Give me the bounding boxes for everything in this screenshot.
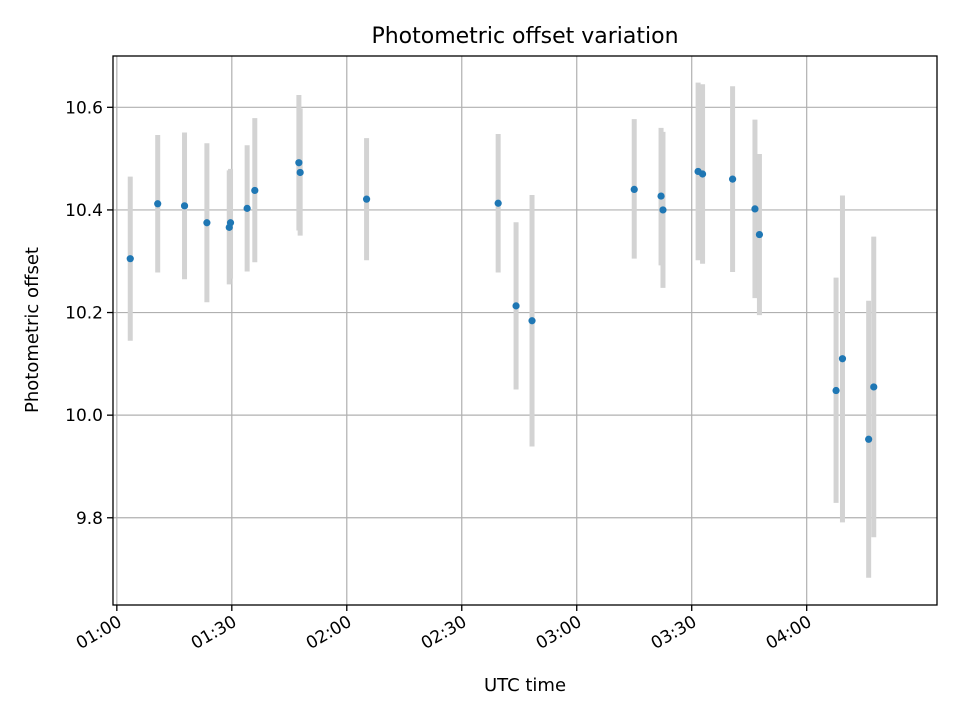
data-point [295,159,303,167]
data-point [243,204,251,212]
data-point [203,219,211,227]
data-point [838,355,847,363]
x-tick-label: 01:30 [188,612,240,654]
y-tick-label: 10.4 [65,201,103,221]
data-point [180,202,189,210]
y-axis-label: Photometric offset [22,247,43,413]
data-point [528,317,536,325]
data-point [362,195,371,203]
data-point [698,170,707,178]
data-point [865,435,873,443]
data-point [657,192,665,200]
data-point [870,383,878,391]
x-tick-label: 03:30 [648,612,700,654]
grid-lines [113,56,937,605]
chart-title: Photometric offset variation [371,24,678,49]
data-point [630,185,638,194]
y-tick-label: 9.8 [76,509,103,529]
x-tick-label: 02:30 [418,612,470,654]
x-tick-label: 01:00 [73,612,125,654]
data-point [659,206,667,214]
y-tick-label: 10.0 [65,406,103,426]
y-tick-label: 10.2 [65,304,103,324]
data-point [755,230,764,239]
data-point [126,255,134,263]
data-points [126,159,878,443]
data-point [728,175,737,183]
data-point [154,200,162,208]
x-tick-label: 04:00 [763,612,815,654]
data-point [751,205,759,213]
plot-frame [112,55,938,606]
data-point [226,219,235,227]
x-tick-label: 03:00 [533,612,585,654]
x-tick-label: 02:00 [303,612,355,654]
data-point [832,386,840,395]
x-axis-label: UTC time [484,675,566,696]
error-bars [127,82,877,578]
data-point [296,168,304,177]
data-point [251,186,259,195]
data-point [494,199,502,207]
y-tick-label: 10.6 [65,98,103,118]
data-point [512,302,520,310]
